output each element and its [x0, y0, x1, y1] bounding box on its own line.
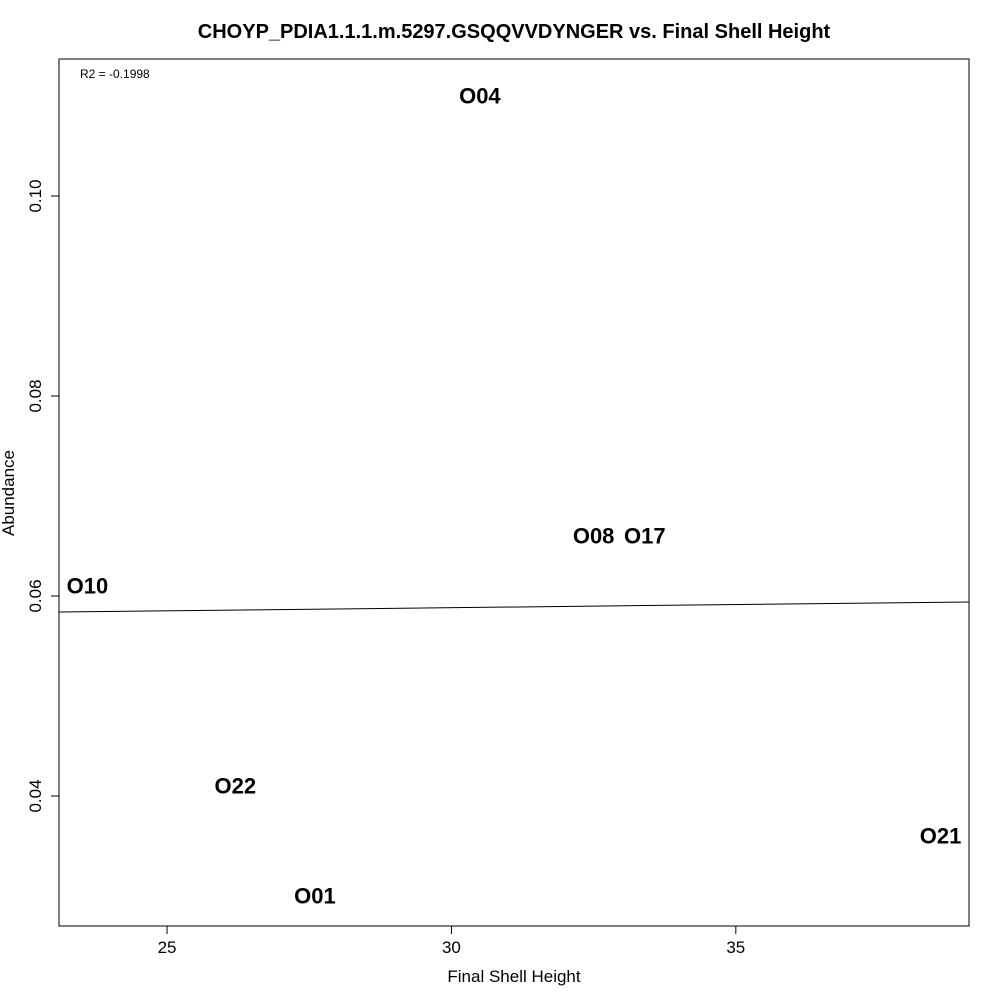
- trend-line: [58, 601, 970, 613]
- x-tick-label: 25: [158, 938, 177, 957]
- x-axis-label: Final Shell Height: [447, 967, 581, 986]
- point-label-o21: O21: [920, 824, 962, 849]
- x-tick-label: 35: [726, 938, 745, 957]
- chart-title: CHOYP_PDIA1.1.1.m.5297.GSQQVVDYNGER vs. …: [198, 21, 831, 43]
- y-axis: 0.04 0.06 0.08 0.10: [26, 179, 60, 813]
- points-layer: O04 O08 O17 O10 O22 O21 O01: [67, 84, 962, 909]
- point-label-o17: O17: [624, 524, 666, 549]
- point-label-o22: O22: [215, 774, 257, 799]
- point-label-o01: O01: [294, 884, 336, 909]
- y-tick-label: 0.06: [26, 579, 45, 612]
- y-tick-label: 0.08: [26, 379, 45, 412]
- y-axis-label: Abundance: [0, 450, 18, 536]
- r2-annotation: R2 = -0.1998: [80, 67, 150, 81]
- point-label-o10: O10: [67, 574, 109, 599]
- x-axis: 25 30 35: [158, 925, 745, 957]
- point-label-o08: O08: [573, 524, 615, 549]
- point-label-o04: O04: [459, 84, 501, 109]
- y-tick-label: 0.10: [26, 179, 45, 212]
- plot-frame: [58, 58, 970, 927]
- y-tick-label: 0.04: [26, 779, 45, 812]
- x-tick-label: 30: [442, 938, 461, 957]
